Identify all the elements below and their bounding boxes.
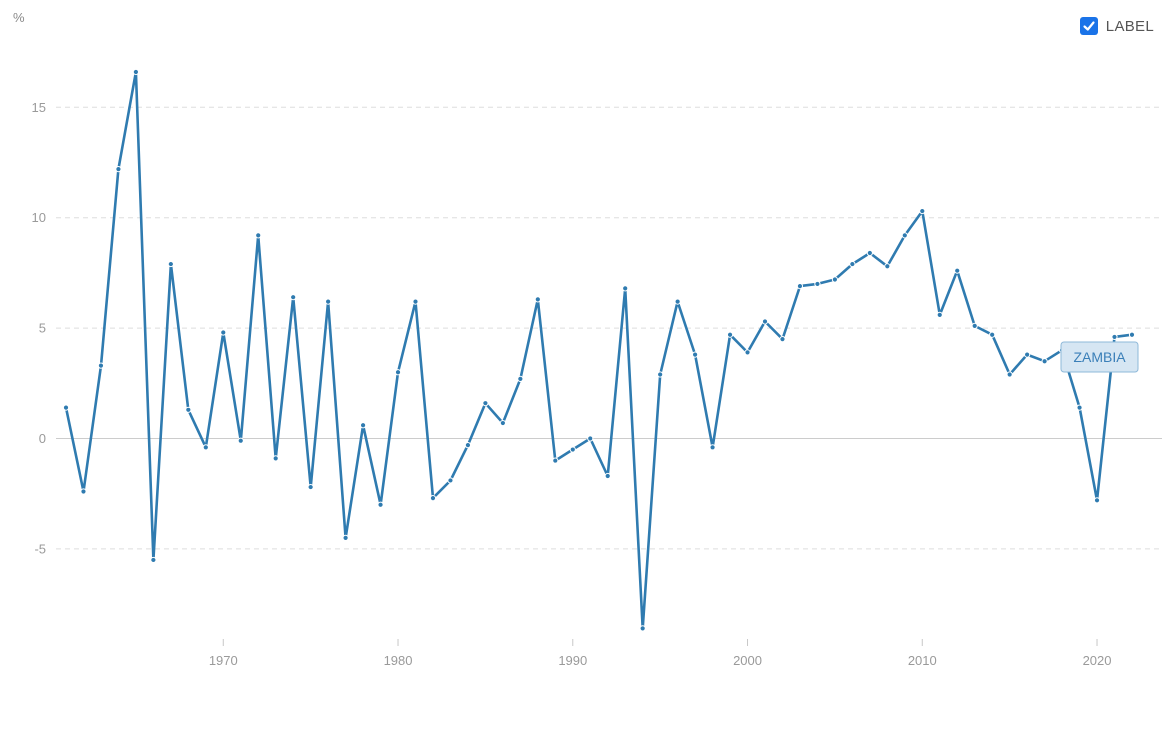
data-point[interactable] [132,68,139,76]
data-point[interactable] [325,298,332,305]
x-tick-label: 2000 [733,653,762,668]
data-point[interactable] [726,331,734,338]
data-point[interactable] [115,166,122,173]
data-point[interactable] [307,483,314,491]
data-point[interactable] [936,311,943,318]
data-point[interactable] [761,318,769,325]
data-point[interactable] [499,419,506,427]
data-point[interactable] [1041,358,1048,365]
data-point[interactable] [1128,331,1136,338]
data-point[interactable] [482,400,489,407]
label-toggle[interactable]: LABEL [1079,17,1154,35]
data-point[interactable] [185,406,192,413]
data-point[interactable] [989,331,996,338]
data-point[interactable] [80,488,87,495]
series-zambia [64,70,1134,630]
data-point[interactable] [901,232,908,239]
data-point[interactable] [1076,404,1083,411]
data-point[interactable] [779,336,786,343]
data-point[interactable] [62,404,70,411]
gridlines [56,106,1162,550]
series-label-text: ZAMBIA [1073,349,1126,365]
data-point[interactable] [394,369,402,376]
data-point[interactable] [657,371,664,378]
data-point[interactable] [831,276,839,283]
data-point[interactable] [587,435,594,442]
data-point[interactable] [674,298,681,305]
y-tick-label: -5 [34,541,46,556]
data-point[interactable] [1093,497,1101,504]
x-tick-label: 1990 [558,653,587,668]
data-point[interactable] [884,263,891,270]
data-point[interactable] [167,260,174,268]
x-tick-label: 2010 [908,653,937,668]
data-point[interactable] [796,283,804,290]
data-point[interactable] [359,422,367,429]
data-point[interactable] [919,207,926,215]
data-point[interactable] [709,444,716,451]
data-point[interactable] [202,444,209,451]
data-point[interactable] [849,260,856,268]
data-point[interactable] [447,477,454,484]
x-tick-label: 2020 [1083,653,1112,668]
checkmark-icon [1083,21,1095,31]
data-point[interactable] [692,351,699,358]
data-point[interactable] [220,329,227,336]
data-point[interactable] [814,280,821,288]
data-point[interactable] [1006,371,1013,378]
y-tick-label: 10 [32,210,46,225]
series-label-zambia: ZAMBIA [1060,341,1139,373]
data-point[interactable] [342,534,349,541]
data-point[interactable] [412,298,419,305]
x-tick-label: 1970 [209,653,238,668]
label-checkbox[interactable] [1079,17,1098,35]
data-point[interactable] [237,437,244,444]
y-tick-label: 15 [32,100,46,115]
data-point[interactable] [377,501,384,508]
data-point[interactable] [866,249,873,257]
data-point[interactable] [604,472,611,480]
data-point[interactable] [150,556,157,564]
y-axis-unit-label: % [13,10,25,25]
data-point[interactable] [97,362,105,369]
series-line [64,70,1134,630]
data-point[interactable] [1024,351,1031,358]
data-point[interactable] [744,349,751,356]
data-point[interactable] [954,267,961,274]
y-tick-label: 5 [39,321,46,336]
data-point[interactable] [429,495,437,502]
y-axis: -5 0 5 10 15 [32,100,46,557]
data-points [62,68,1136,632]
data-point[interactable] [255,232,262,239]
data-point[interactable] [290,294,297,301]
label-toggle-text: LABEL [1105,17,1154,35]
data-point[interactable] [971,322,978,329]
data-point[interactable] [534,296,541,303]
data-point[interactable] [569,446,576,453]
data-point[interactable] [464,442,472,449]
series-label-box [1060,341,1139,373]
x-tick-label: 1980 [384,653,413,668]
data-point[interactable] [639,625,646,632]
x-axis: 1970 1980 1990 2000 2010 2020 [209,639,1112,668]
data-point[interactable] [1111,333,1118,341]
data-point[interactable] [517,375,524,382]
data-point[interactable] [552,457,559,464]
y-tick-label: 0 [39,431,46,446]
data-point[interactable] [622,285,629,292]
data-point[interactable] [272,455,279,462]
